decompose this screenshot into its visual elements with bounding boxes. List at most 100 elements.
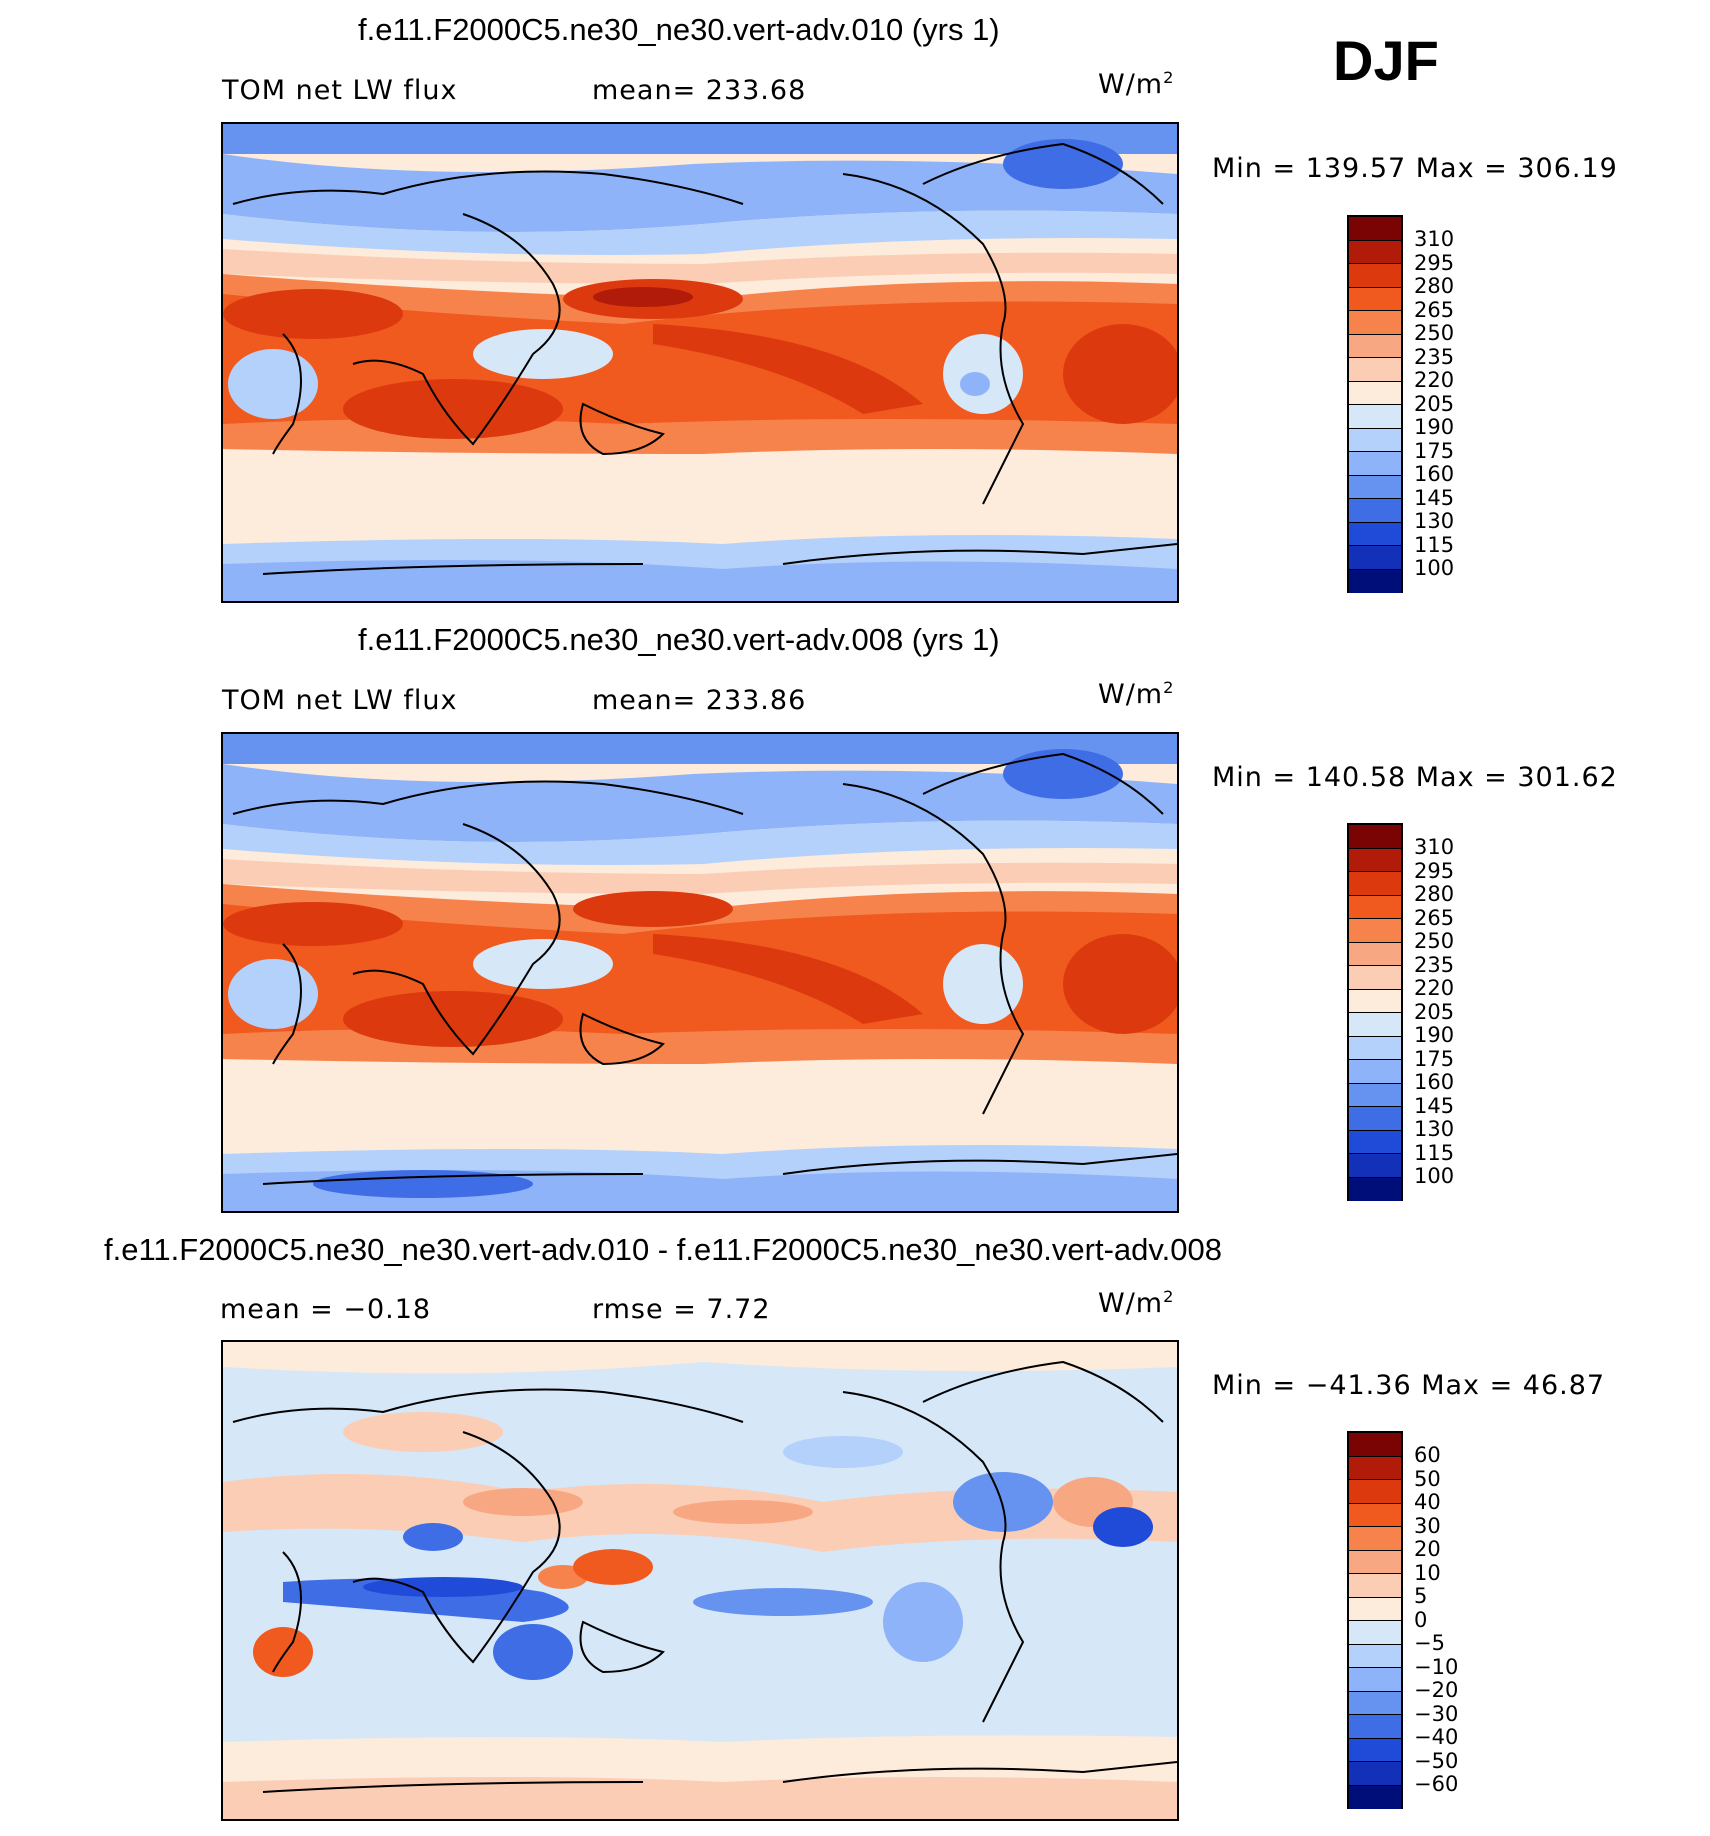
colorbar-tick-label: 145 <box>1414 485 1455 510</box>
panel3-colorbar-swatch <box>1349 1715 1401 1739</box>
colorbar-tick-label: 235 <box>1414 952 1455 977</box>
panel1-map <box>221 122 1179 603</box>
panel2-colorbar-swatch <box>1349 1107 1401 1131</box>
panel1-colorbar-swatch <box>1349 311 1401 335</box>
season-label: DJF <box>1333 29 1439 92</box>
panel3-title: f.e11.F2000C5.ne30_ne30.vert-adv.010 - f… <box>104 1232 1222 1267</box>
panel2-colorbar-swatch <box>1349 1130 1401 1154</box>
panel2-colorbar-swatch <box>1349 966 1401 990</box>
colorbar-tick-label: −5 <box>1414 1631 1445 1655</box>
panel3-colorbar-swatch <box>1349 1527 1401 1551</box>
colorbar-tick-label: 280 <box>1414 274 1455 298</box>
panel1-map-field <box>223 124 1177 601</box>
panel3-colorbar-swatch <box>1349 1480 1401 1504</box>
colorbar-tick-label: 60 <box>1414 1443 1441 1467</box>
panel3-colorbar-swatch <box>1349 1621 1401 1645</box>
colorbar-tick-label: 265 <box>1414 297 1455 322</box>
colorbar-tick-label: 160 <box>1414 1070 1455 1094</box>
panel2-mean-label: mean= 233.86 <box>592 685 807 716</box>
colorbar-tick-label: 250 <box>1414 321 1455 345</box>
panel2-colorbar <box>1347 823 1403 1201</box>
panel1-colorbar-swatch <box>1349 546 1401 570</box>
panel3-colorbar-swatch <box>1349 1738 1401 1762</box>
panel3-mean-label: mean = −0.18 <box>220 1294 432 1325</box>
panel2-colorbar-swatch <box>1349 1083 1401 1107</box>
panel3-colorbar-swatch <box>1349 1691 1401 1715</box>
panel1-colorbar-swatch <box>1349 240 1401 264</box>
panel1-colorbar-swatch <box>1349 405 1401 429</box>
colorbar-tick-label: 115 <box>1414 1140 1455 1165</box>
colorbar-tick-label: −30 <box>1414 1701 1459 1726</box>
panel1-mean-label: mean= 233.68 <box>592 75 807 106</box>
colorbar-tick-label: 190 <box>1414 1023 1455 1047</box>
panel2-colorbar-swatch <box>1349 1177 1401 1201</box>
colorbar-tick-label: 130 <box>1414 509 1455 533</box>
panel3-colorbar-swatch <box>1349 1644 1401 1668</box>
panel2-minmax: Min = 140.58 Max = 301.62 <box>1212 762 1618 793</box>
panel1-colorbar-swatch <box>1349 217 1401 241</box>
panel1-minmax: Min = 139.57 Max = 306.19 <box>1212 153 1618 184</box>
colorbar-tick-label: 10 <box>1414 1560 1441 1585</box>
panel1-colorbar-swatch <box>1349 499 1401 523</box>
colorbar-tick-label: 190 <box>1414 415 1455 439</box>
panel3-colorbar-swatch <box>1349 1433 1401 1457</box>
panel1-variable-label: TOM net LW flux <box>222 75 458 106</box>
panel1-colorbar-swatch <box>1349 264 1401 288</box>
colorbar-tick-label: 265 <box>1414 905 1455 930</box>
colorbar-tick-label: 145 <box>1414 1093 1455 1118</box>
colorbar-tick-label: 115 <box>1414 532 1455 557</box>
colorbar-tick-label: 235 <box>1414 344 1455 369</box>
panel3-colorbar-swatch <box>1349 1597 1401 1621</box>
panel3-colorbar-swatch <box>1349 1503 1401 1527</box>
colorbar-tick-label: 100 <box>1414 556 1455 580</box>
panel1-colorbar-swatch <box>1349 428 1401 452</box>
colorbar-tick-label: −60 <box>1414 1772 1459 1796</box>
colorbar-tick-label: 175 <box>1414 438 1455 463</box>
panel2-colorbar-swatch <box>1349 1013 1401 1037</box>
panel1-colorbar-swatch <box>1349 334 1401 358</box>
panel1-colorbar <box>1347 215 1403 593</box>
panel1-colorbar-swatch <box>1349 569 1401 593</box>
colorbar-tick-label: 295 <box>1414 250 1455 275</box>
panel1-title: f.e11.F2000C5.ne30_ne30.vert-adv.010 (yr… <box>358 12 1000 47</box>
panel2-colorbar-swatch <box>1349 1036 1401 1060</box>
panel1-colorbar-swatch <box>1349 381 1401 405</box>
colorbar-tick-label: 160 <box>1414 462 1455 486</box>
panel3-map-field <box>223 1342 1177 1819</box>
panel2-colorbar-swatch <box>1349 1060 1401 1084</box>
colorbar-tick-label: 50 <box>1414 1466 1441 1491</box>
colorbar-tick-label: 310 <box>1414 227 1455 251</box>
panel2-variable-label: TOM net LW flux <box>222 685 458 716</box>
panel3-map <box>221 1340 1179 1821</box>
colorbar-tick-label: 100 <box>1414 1164 1455 1188</box>
panel1-colorbar-swatch <box>1349 287 1401 311</box>
colorbar-tick-label: 220 <box>1414 976 1455 1000</box>
colorbar-tick-label: 205 <box>1414 391 1455 416</box>
panel2-title: f.e11.F2000C5.ne30_ne30.vert-adv.008 (yr… <box>358 622 1000 657</box>
panel3-colorbar-swatch <box>1349 1762 1401 1786</box>
colorbar-tick-label: 5 <box>1414 1584 1428 1608</box>
panel2-colorbar-swatch <box>1349 942 1401 966</box>
colorbar-tick-label: 20 <box>1414 1537 1441 1561</box>
panel2-colorbar-swatch <box>1349 825 1401 849</box>
panel1-units: W/m2 <box>1098 68 1175 100</box>
colorbar-tick-label: 30 <box>1414 1513 1441 1538</box>
panel1-colorbar-swatch <box>1349 452 1401 476</box>
panel2-colorbar-swatch <box>1349 919 1401 943</box>
panel2-map <box>221 732 1179 1213</box>
panel3-units: W/m2 <box>1098 1287 1175 1319</box>
colorbar-tick-label: −40 <box>1414 1725 1459 1749</box>
panel2-colorbar-swatch <box>1349 848 1401 872</box>
colorbar-tick-label: 250 <box>1414 929 1455 953</box>
panel1-colorbar-swatch <box>1349 522 1401 546</box>
panel2-units: W/m2 <box>1098 678 1175 710</box>
panel3-colorbar-swatch <box>1349 1550 1401 1574</box>
colorbar-tick-label: −50 <box>1414 1748 1459 1773</box>
panel2-map-field <box>223 734 1177 1211</box>
panel3-colorbar-swatch <box>1349 1668 1401 1692</box>
panel2-colorbar-swatch <box>1349 872 1401 896</box>
panel1-colorbar-swatch <box>1349 475 1401 499</box>
panel3-colorbar-swatch <box>1349 1574 1401 1598</box>
panel3-colorbar <box>1347 1431 1403 1809</box>
panel3-rmse-label: rmse = 7.72 <box>592 1294 771 1325</box>
